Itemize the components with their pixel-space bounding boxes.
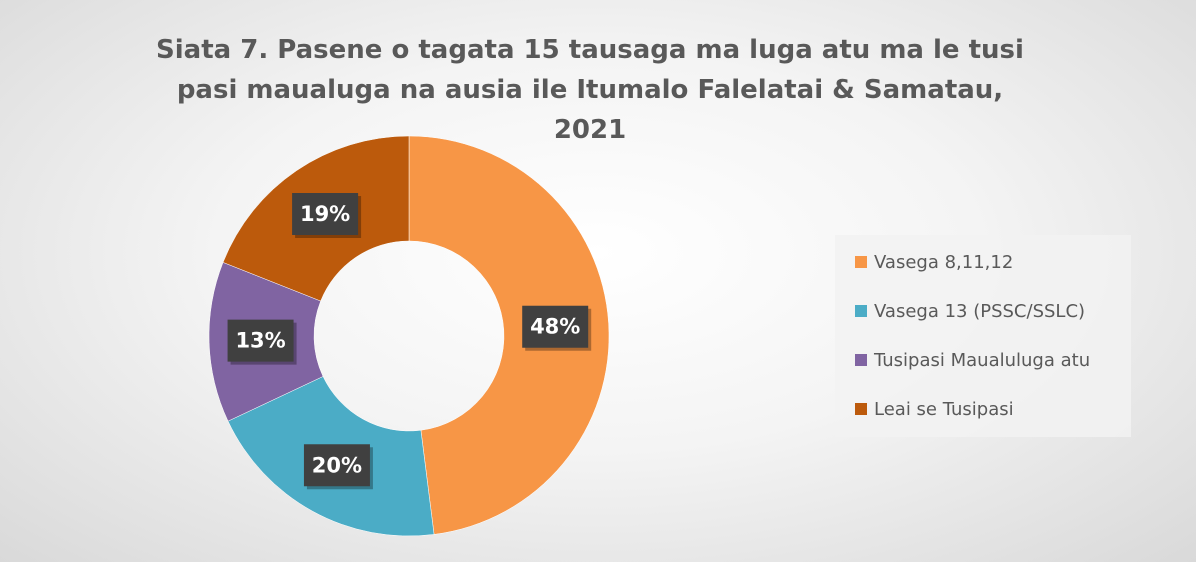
label-box (303, 444, 370, 487)
legend-swatch (855, 256, 867, 268)
legend-label: Vasega 13 (PSSC/SSLC) (874, 301, 1085, 322)
chart-title: Siata 7. Pasene o tagata 15 tausaga ma l… (156, 35, 1024, 145)
data-label: 48% (530, 315, 580, 339)
donut-segment (408, 135, 610, 535)
legend-label: Tusipasi Maualuluga atu (873, 350, 1090, 371)
legend-label: Leai se Tusipasi (874, 399, 1014, 420)
legend-swatch (855, 354, 867, 366)
label-box (522, 305, 589, 348)
legend-swatch (855, 403, 867, 415)
legend: Vasega 8,11,12 Vasega 13 (PSSC/SSLC) Tusip… (835, 235, 1131, 437)
label-box (227, 319, 294, 362)
label-box (292, 193, 359, 236)
data-label: 13% (235, 329, 285, 353)
legend-box (835, 235, 1131, 437)
data-label: 19% (300, 202, 350, 226)
legend-label: Vasega 8,11,12 (874, 252, 1013, 273)
data-label: 20% (312, 453, 362, 477)
legend-swatch (855, 305, 867, 317)
